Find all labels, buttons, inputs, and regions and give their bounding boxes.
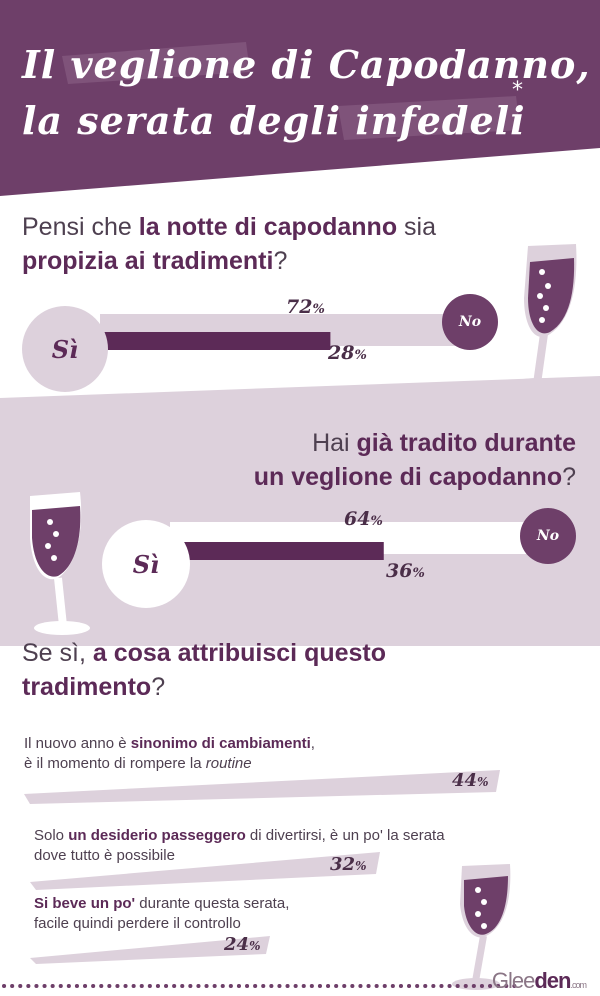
- reason-1-text: Il nuovo anno è sinonimo di cambiamenti,…: [24, 735, 315, 772]
- reason-2-percent: 32%: [330, 854, 367, 875]
- reason-3-percent: 24%: [224, 934, 261, 955]
- footer-dotted-line: [2, 984, 518, 988]
- q1-yes-percent: 72%: [286, 296, 325, 318]
- title-asterisk: *: [512, 78, 523, 103]
- brand-logo: Gleeden.com: [491, 968, 587, 993]
- q1-no-percent: 28%: [328, 342, 367, 364]
- q1-no-circle: No: [442, 294, 498, 350]
- q2-yes-circle: Sì: [102, 520, 190, 608]
- q1-bar-yes: [100, 332, 331, 350]
- question-3: Se sì, a cosa attribuisci questo tradime…: [22, 639, 387, 701]
- q2-no-percent: 36%: [386, 560, 425, 582]
- header-background: [0, 0, 600, 196]
- q2-yes-percent: 64%: [344, 508, 383, 530]
- reason-1-bar: [24, 770, 500, 804]
- reason-3-bar: [30, 936, 270, 964]
- question-2: Hai già tradito durante un veglione di c…: [253, 429, 576, 491]
- q2-chart: [170, 522, 550, 560]
- q1-yes-circle: Sì: [22, 306, 108, 392]
- question-1: Pensi che la notte di capodanno sia prop…: [22, 213, 436, 275]
- reason-2-text: Solo un desiderio passeggero di divertir…: [34, 827, 445, 864]
- q1-chart: [100, 314, 460, 350]
- q2-bar-yes: [170, 542, 384, 560]
- champagne-glass-icon-2: [452, 864, 511, 990]
- reason-1-percent: 44%: [452, 770, 489, 791]
- reason-2-bar: [30, 852, 380, 890]
- title-line-1: Il veglione di Capodanno,: [22, 42, 591, 87]
- wine-glass-icon: [30, 492, 90, 635]
- title-line-2: la serata degli infedeli: [22, 98, 526, 143]
- header-banner: Il veglione di Capodanno, la serata degl…: [0, 0, 600, 196]
- champagne-glass-icon: [508, 244, 577, 394]
- q2-no-circle: No: [520, 508, 576, 564]
- reason-3-text: Si beve un po' durante questa serata, fa…: [34, 895, 290, 932]
